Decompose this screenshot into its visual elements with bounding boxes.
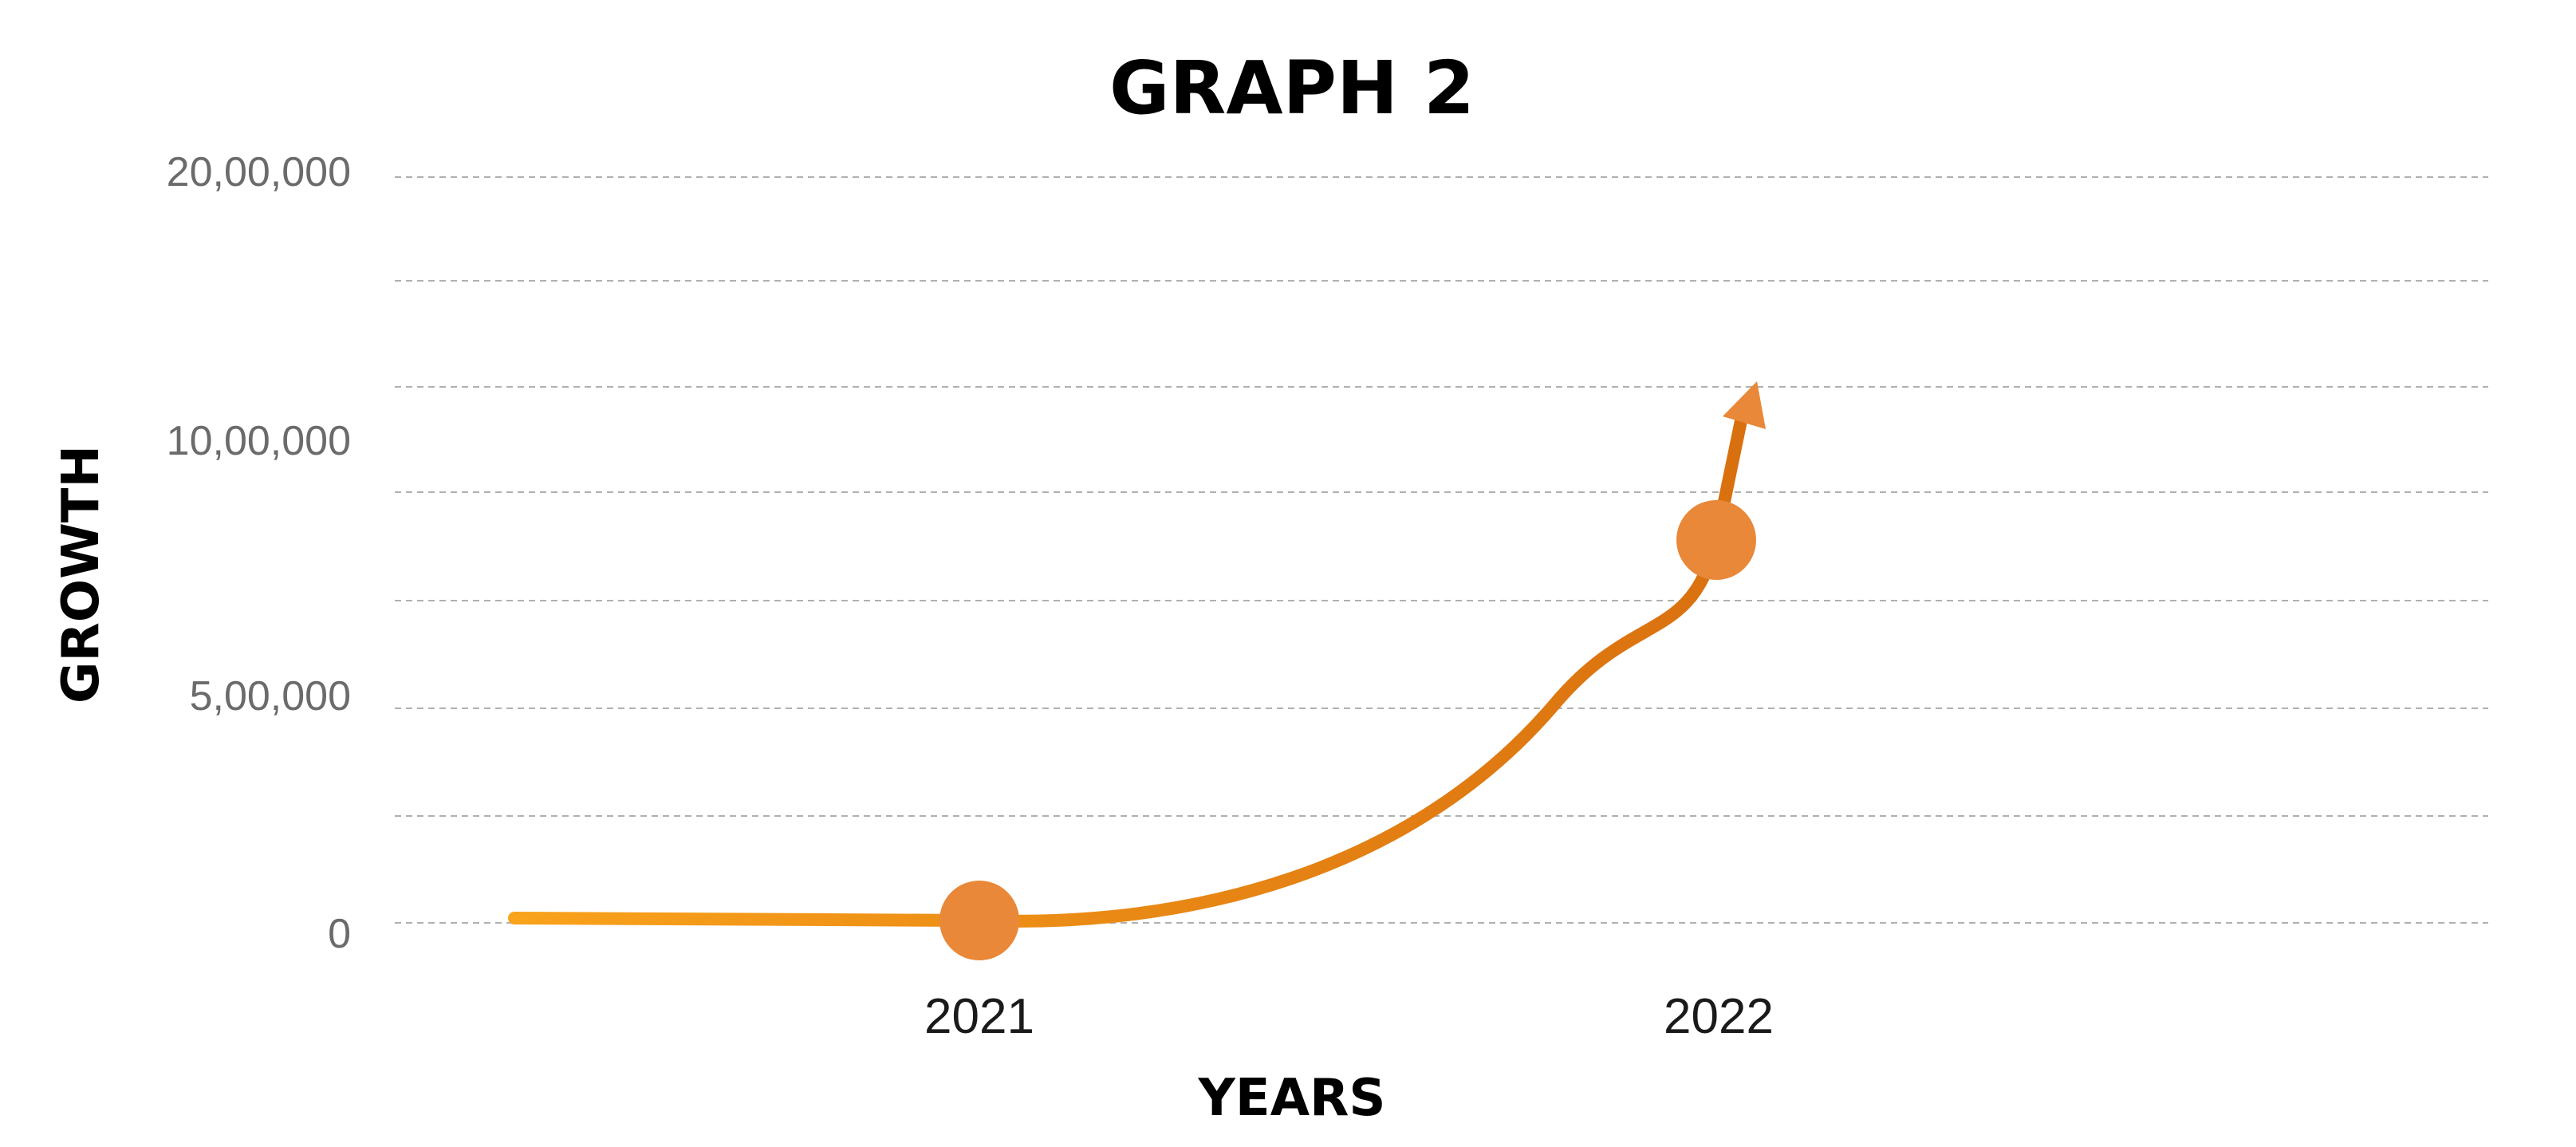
x-tick-label: 2021 [924,989,1034,1044]
data-points [939,500,1756,960]
y-tick-label: 20,00,000 [167,149,351,195]
x-tick-label: 2022 [1664,989,1774,1044]
y-axis-ticks: 0 5,00,000 10,00,000 20,00,000 [167,149,351,957]
data-point-marker [939,881,1019,960]
arrow-head [1723,381,1766,429]
chart-title: GRAPH 2 [1109,45,1475,131]
data-point-marker [1676,500,1756,580]
grid-lines [395,176,2488,924]
x-axis-ticks: 2021 2022 [924,989,1774,1044]
y-tick-label: 0 [328,911,351,957]
y-tick-label: 5,00,000 [190,673,351,719]
y-tick-label: 10,00,000 [167,418,351,464]
x-axis-title: YEARS [1198,1069,1386,1128]
growth-line [508,407,1749,928]
y-axis-title: GROWTH [52,445,111,704]
